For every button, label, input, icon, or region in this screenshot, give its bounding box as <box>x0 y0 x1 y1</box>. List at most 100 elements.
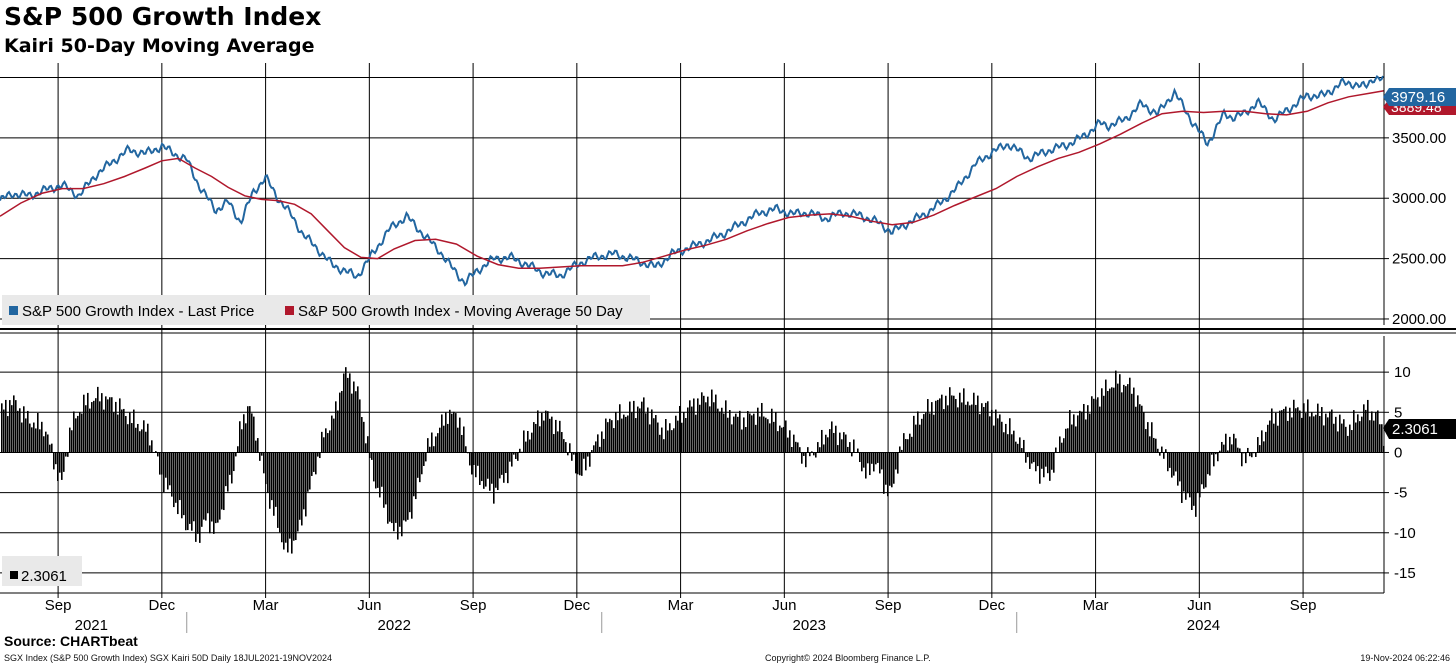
kairi-bar <box>199 452 201 543</box>
kairi-bar <box>1219 450 1221 453</box>
kairi-bar <box>989 416 991 453</box>
bottom-y-tick-label: 10 <box>1394 364 1411 381</box>
kairi-bar <box>345 367 347 453</box>
kairi-bar <box>483 452 485 489</box>
kairi-bar <box>1199 452 1201 498</box>
kairi-bar <box>699 404 701 453</box>
kairi-bar <box>1069 410 1071 453</box>
kairi-bar <box>263 452 265 474</box>
kairi-bar <box>417 452 419 478</box>
kairi-bar <box>1011 434 1013 453</box>
kairi-bar <box>983 407 985 453</box>
kairi-bar <box>821 429 823 453</box>
kairi-bar <box>475 452 477 478</box>
price-line <box>0 74 1384 287</box>
kairi-bar <box>767 419 769 453</box>
kairi-bar <box>1283 408 1285 453</box>
kairi-bar <box>695 414 697 453</box>
kairi-bar <box>277 452 279 528</box>
kairi-bar <box>1019 437 1021 453</box>
kairi-bar <box>1053 452 1055 473</box>
kairi-bar <box>827 437 829 453</box>
kairi-bar <box>1065 428 1067 453</box>
kairi-bar <box>287 452 289 553</box>
kairi-bar <box>997 418 999 453</box>
kairi-bar <box>1079 410 1081 453</box>
kairi-bar <box>659 434 661 453</box>
kairi-bar <box>887 452 889 497</box>
kairi-bar <box>885 452 887 485</box>
kairi-bar <box>1033 452 1035 463</box>
kairi-bar <box>1023 439 1025 453</box>
bottom-y-tick-label: -15 <box>1394 565 1416 582</box>
kairi-bar <box>145 431 147 453</box>
kairi-bar <box>585 452 587 471</box>
kairi-bar <box>873 452 875 472</box>
kairi-bar <box>941 394 943 453</box>
kairi-bar <box>1201 452 1203 485</box>
kairi-bar <box>863 452 865 468</box>
kairi-bar <box>763 416 765 453</box>
kairi-bar <box>487 452 489 479</box>
kairi-bar <box>553 434 555 453</box>
kairi-bar <box>181 452 183 519</box>
kairi-bar <box>883 452 885 494</box>
kairi-bar <box>117 414 119 453</box>
kairi-bar <box>1041 452 1043 469</box>
kairi-bar <box>73 411 75 453</box>
kairi-bar <box>609 418 611 453</box>
kairi-bar <box>569 443 571 453</box>
kairi-bar <box>667 430 669 453</box>
kairi-bar <box>63 452 65 472</box>
kairi-bar <box>1299 410 1301 453</box>
kairi-bar <box>1337 431 1339 453</box>
kairi-bar <box>75 418 77 453</box>
kairi-bar <box>653 418 655 453</box>
kairi-bar <box>739 410 741 453</box>
kairi-bar <box>985 402 987 453</box>
kairi-bar <box>31 427 33 453</box>
kairi-bar <box>1361 416 1363 453</box>
kairi-bar <box>423 452 425 466</box>
kairi-bar <box>399 452 401 527</box>
kairi-bar <box>1343 419 1345 453</box>
kairi-bar <box>1241 452 1243 467</box>
kairi-bar <box>601 431 603 453</box>
kairi-bar <box>761 402 763 453</box>
kairi-bar <box>687 407 689 453</box>
kairi-bar <box>649 424 651 453</box>
kairi-bar <box>169 452 171 486</box>
kairi-bar <box>209 452 211 534</box>
kairi-bar <box>159 452 161 475</box>
kairi-bar <box>257 438 259 453</box>
kairi-bar <box>313 452 315 472</box>
kairi-bar <box>1177 452 1179 486</box>
kairi-bar <box>1307 399 1309 453</box>
kairi-bar <box>1247 447 1249 453</box>
kairi-bar <box>89 408 91 453</box>
kairi-bar <box>1379 424 1381 453</box>
kairi-bar <box>1303 403 1305 453</box>
x-month-label: Jun <box>1187 597 1211 614</box>
kairi-bar <box>743 417 745 453</box>
kairi-bar <box>205 452 207 521</box>
kairi-bar <box>1265 431 1267 453</box>
kairi-bar <box>537 410 539 453</box>
kairi-bar <box>385 452 387 505</box>
kairi-bar <box>651 409 653 453</box>
bottom-y-tick-label: -10 <box>1394 525 1416 542</box>
kairi-bar <box>1339 414 1341 453</box>
kairi-bars <box>1 367 1385 554</box>
kairi-bar <box>11 405 13 453</box>
kairi-bar <box>801 452 803 464</box>
kairi-bar <box>349 373 351 453</box>
kairi-bar <box>461 434 463 453</box>
kairi-bar <box>961 402 963 453</box>
kairi-bar <box>657 422 659 453</box>
kairi-bar <box>239 421 241 453</box>
kairi-bar <box>289 452 291 539</box>
kairi-bar <box>939 398 941 453</box>
kairi-bar <box>453 411 455 453</box>
kairi-bar <box>713 402 715 453</box>
kairi-bar <box>715 394 717 453</box>
